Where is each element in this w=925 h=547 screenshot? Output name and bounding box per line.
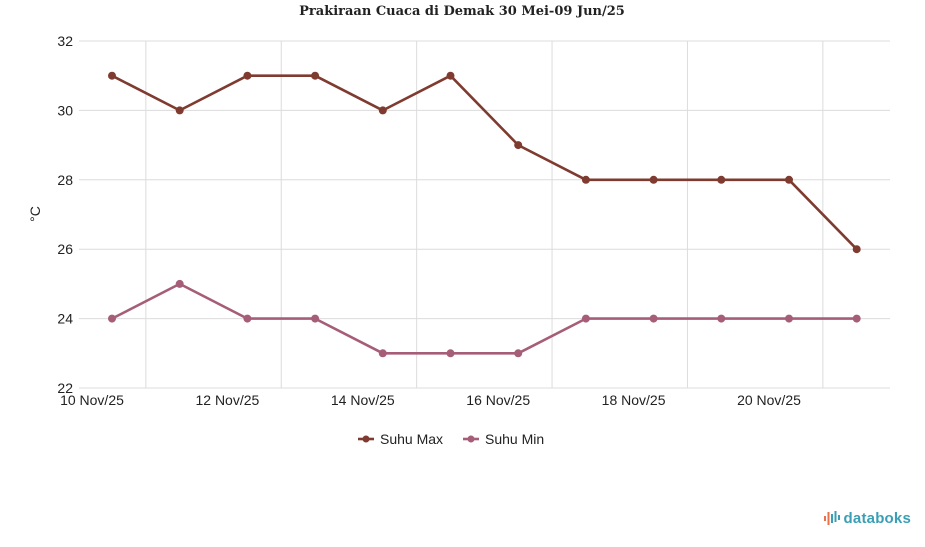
- data-point[interactable]: [446, 349, 455, 358]
- legend-marker: [362, 435, 370, 443]
- y-tick-label: 26: [57, 241, 73, 257]
- series-line-2: [111, 282, 857, 355]
- x-tick-label: 12 Nov/25: [195, 392, 259, 408]
- data-point[interactable]: [243, 71, 252, 80]
- y-tick-label: 32: [57, 33, 73, 49]
- y-tick-label: 22: [57, 380, 73, 396]
- data-point[interactable]: [514, 349, 523, 358]
- legend[interactable]: Suhu Max Suhu Min: [358, 431, 544, 447]
- data-point[interactable]: [852, 314, 861, 323]
- grid: [79, 40, 890, 389]
- data-point[interactable]: [108, 71, 116, 80]
- data-point[interactable]: [243, 314, 252, 323]
- data-point[interactable]: [175, 106, 184, 115]
- legend-item-label[interactable]: Suhu Min: [485, 431, 544, 447]
- chart-title: Prakiraan Cuaca di Demak 30 Mei-09 Jun/2…: [299, 4, 625, 19]
- databoks-brand: databoks: [823, 509, 911, 527]
- x-tick-label: 18 Nov/25: [602, 392, 666, 408]
- data-point[interactable]: [581, 314, 590, 323]
- x-tick-label: 14 Nov/25: [331, 392, 395, 408]
- x-tick-label: 20 Nov/25: [737, 392, 801, 408]
- data-point[interactable]: [175, 279, 184, 288]
- data-point[interactable]: [852, 245, 861, 254]
- y-tick-label: 30: [57, 102, 73, 118]
- data-point[interactable]: [649, 175, 658, 184]
- series-line-1: [111, 74, 858, 251]
- brand-text: databoks: [843, 509, 911, 527]
- data-point[interactable]: [717, 314, 726, 323]
- x-tick-label: 10 Nov/25: [60, 392, 124, 408]
- x-axis: 10 Nov/25 12 Nov/25 14 Nov/25 16 Nov/25 18 N…: [60, 392, 801, 408]
- y-axis: 22 24 26 28 30 32: [57, 33, 73, 396]
- y-tick-label: 24: [57, 311, 73, 327]
- legend-marker: [467, 435, 475, 443]
- data-point[interactable]: [378, 106, 387, 115]
- y-axis-label: °C: [27, 206, 43, 222]
- databoks-logo-icon: [823, 511, 840, 525]
- legend-item-label[interactable]: Suhu Max: [380, 431, 443, 447]
- data-point[interactable]: [785, 175, 793, 184]
- series-group: [108, 71, 861, 358]
- data-point[interactable]: [514, 141, 523, 150]
- data-point[interactable]: [311, 71, 320, 80]
- x-tick-label: 16 Nov/25: [466, 392, 530, 408]
- data-point[interactable]: [581, 175, 590, 184]
- data-point[interactable]: [311, 314, 320, 323]
- data-point[interactable]: [717, 175, 726, 184]
- y-tick-label: 28: [57, 172, 73, 188]
- data-point[interactable]: [108, 314, 116, 323]
- data-point[interactable]: [446, 71, 455, 80]
- data-point[interactable]: [649, 314, 658, 323]
- data-point[interactable]: [378, 349, 387, 358]
- data-point[interactable]: [785, 314, 793, 323]
